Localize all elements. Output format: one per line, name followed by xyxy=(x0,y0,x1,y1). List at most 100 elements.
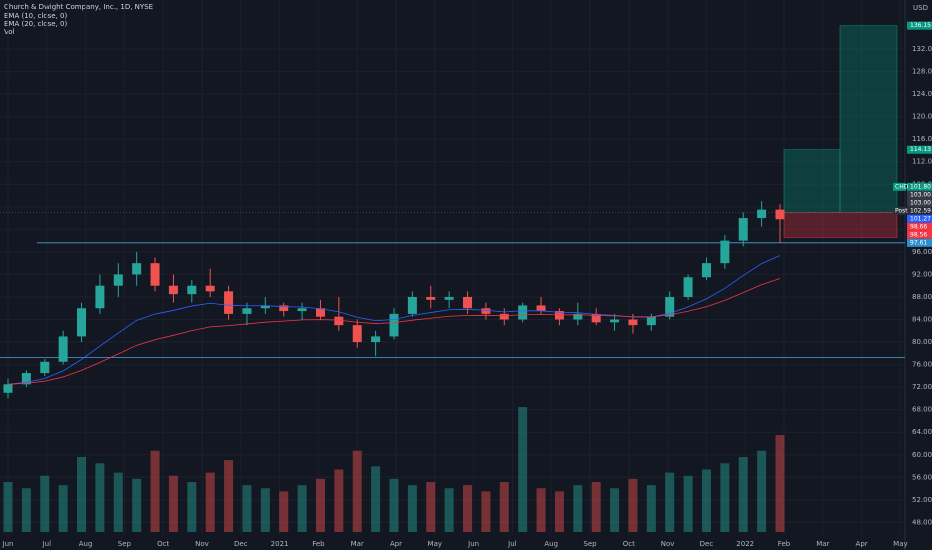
volume-bar xyxy=(683,475,693,532)
candle-body xyxy=(371,336,381,343)
y-tick-label: 64.00 xyxy=(912,428,932,436)
candle-body xyxy=(205,285,215,292)
x-tick-label: Apr xyxy=(856,540,868,548)
x-tick-label: Aug xyxy=(79,540,93,548)
y-tick-label: 80.00 xyxy=(912,338,932,346)
volume-bar xyxy=(168,475,178,532)
x-tick-label: Sep xyxy=(118,540,132,548)
volume-bar xyxy=(260,488,270,532)
volume-bar xyxy=(389,478,399,532)
price-label-bg xyxy=(907,238,932,247)
x-tick-label: Feb xyxy=(312,540,325,548)
price-tag: Post xyxy=(895,207,908,214)
target-zone xyxy=(839,25,898,213)
price-label: 103.00 xyxy=(910,191,931,198)
x-tick-label: May xyxy=(428,540,442,548)
price-label-bg xyxy=(907,222,932,231)
x-tick-label: Jun xyxy=(467,540,479,548)
candle-body xyxy=(481,308,491,314)
x-tick-label: Apr xyxy=(390,540,402,548)
volume-bar xyxy=(407,485,417,532)
x-tick-label: Mar xyxy=(816,540,829,548)
volume-bar xyxy=(58,485,68,532)
volume-bar xyxy=(463,485,473,532)
price-label: 98.56 xyxy=(910,231,927,238)
candle-body xyxy=(132,263,142,275)
volume-bar xyxy=(371,466,381,532)
candle-body xyxy=(407,296,417,314)
x-tick-label: Jul xyxy=(42,540,52,548)
candle-body xyxy=(334,316,344,326)
volume-bar xyxy=(279,491,289,532)
price-label-bg xyxy=(907,206,932,215)
volume-bar xyxy=(518,407,528,532)
volume-bar xyxy=(224,460,234,532)
y-tick-label: 76.00 xyxy=(912,361,932,369)
candle-body xyxy=(554,311,564,320)
y-tick-label: 92.00 xyxy=(912,270,932,278)
x-tick-label: Jul xyxy=(507,540,517,548)
candle-body xyxy=(628,319,638,326)
x-tick-label: Oct xyxy=(157,540,169,548)
y-tick-label: 84.00 xyxy=(912,316,932,324)
candle-body xyxy=(260,305,270,309)
y-tick-label: 120.00 xyxy=(912,113,932,121)
y-tick-label: 116.00 xyxy=(912,135,932,143)
candle-body xyxy=(701,263,711,278)
y-tick-label: 88.00 xyxy=(912,293,932,301)
y-tick-label: 132.00 xyxy=(912,45,932,53)
price-label-bg xyxy=(907,214,932,223)
candle-body xyxy=(168,285,178,295)
candle-body xyxy=(113,274,123,286)
volume-bar xyxy=(352,450,362,532)
candle-body xyxy=(757,209,767,219)
indicator-label: Vol xyxy=(4,28,15,36)
candle-body xyxy=(352,325,362,343)
candle-body xyxy=(95,285,105,309)
candle-body xyxy=(683,277,693,297)
candle-body xyxy=(297,308,307,312)
volume-bar xyxy=(499,482,509,532)
price-label-bg xyxy=(907,230,932,239)
x-tick-label: Aug xyxy=(544,540,558,548)
volume-bar xyxy=(297,485,307,532)
price-label: 98.66 xyxy=(910,223,927,230)
volume-bar xyxy=(610,488,620,532)
volume-bar xyxy=(591,482,601,532)
candle-body xyxy=(242,308,252,314)
price-label: 97.61 xyxy=(910,239,927,246)
volume-bar xyxy=(95,463,105,532)
volume-bar xyxy=(536,488,546,532)
x-tick-label: Jun xyxy=(2,540,14,548)
price-label: 101.80 xyxy=(910,183,931,190)
volume-bar xyxy=(426,482,436,532)
x-tick-label: Feb xyxy=(778,540,791,548)
candle-body xyxy=(58,336,68,362)
volume-bar xyxy=(21,488,31,532)
price-label: 103.00 xyxy=(910,199,931,206)
volume-bar xyxy=(132,478,142,532)
candle-body xyxy=(224,291,234,314)
volume-bar xyxy=(77,457,87,532)
candle-body xyxy=(187,285,197,295)
volume-bar xyxy=(720,463,730,532)
candle-body xyxy=(775,209,785,220)
x-tick-label: Sep xyxy=(583,540,597,548)
candle-body xyxy=(279,305,289,312)
x-tick-label: Nov xyxy=(661,540,675,548)
volume-bar xyxy=(187,482,197,532)
currency: USD xyxy=(913,4,928,12)
volume-bar xyxy=(242,485,252,532)
chart-title: Church & Dwight Company, Inc., 1D, NYSE xyxy=(4,3,153,11)
volume-bar xyxy=(628,478,638,532)
price-tag-bg xyxy=(893,206,906,215)
x-tick-label: Nov xyxy=(195,540,209,548)
y-tick-label: 128.00 xyxy=(912,68,932,76)
price-label: 114.13 xyxy=(910,146,931,153)
price-label-bg xyxy=(907,145,932,154)
price-label: 101.27 xyxy=(910,215,931,222)
y-tick-label: 124.00 xyxy=(912,90,932,98)
candle-body xyxy=(665,296,675,317)
